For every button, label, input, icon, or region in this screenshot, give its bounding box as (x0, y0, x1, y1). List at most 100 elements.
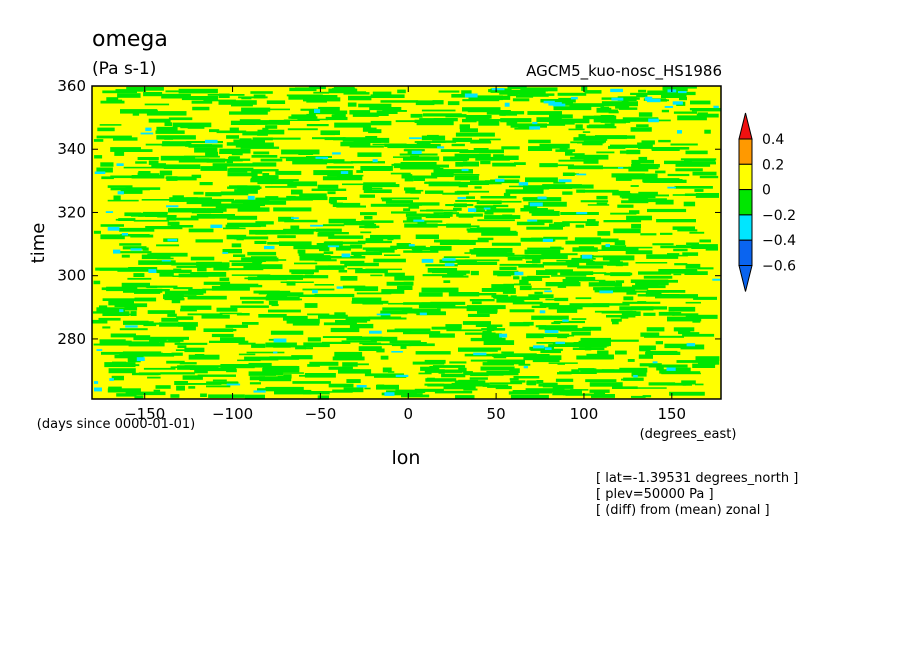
field-cell-negative (510, 295, 517, 300)
field-cell-negative (187, 124, 205, 129)
field-cell-negative (680, 158, 717, 161)
field-cell-negative (613, 228, 641, 234)
field-cell-negative (358, 346, 382, 351)
field-cell-strong-negative (468, 208, 477, 212)
field-cell-negative (303, 97, 341, 102)
field-cell-negative (541, 334, 575, 337)
field-cell-negative (132, 112, 140, 116)
y-tick-label: 320 (57, 203, 86, 221)
field-cell-negative (241, 301, 264, 304)
field-cell-negative (704, 129, 711, 134)
field-cell-negative (219, 148, 251, 154)
field-cell-negative (244, 356, 279, 361)
field-cell-negative (593, 240, 625, 243)
field-cell-negative (186, 141, 223, 144)
field-cell-negative (160, 155, 196, 161)
field-cell-negative (314, 259, 337, 262)
field-cell-negative (458, 367, 467, 373)
field-cell-negative (558, 97, 573, 103)
field-cell-negative (443, 385, 471, 390)
field-cell-negative (205, 192, 222, 197)
y-axis-label: time (28, 223, 49, 264)
field-cell-negative (332, 114, 344, 118)
field-cell-negative (631, 164, 660, 168)
field-cell-strong-negative (461, 168, 469, 172)
field-cell-negative (200, 166, 228, 171)
field-cell-negative (277, 235, 296, 239)
field-cell-strong-negative (421, 258, 434, 263)
field-cell-negative (231, 274, 271, 276)
field-cell-negative (632, 285, 666, 289)
field-cell-negative (646, 290, 686, 293)
field-cell-negative (555, 378, 574, 382)
field-cell-negative (117, 269, 150, 272)
field-cell-negative (601, 101, 638, 107)
field-cell-negative (125, 391, 166, 396)
field-cell-negative (596, 107, 612, 111)
field-cell-negative (373, 258, 406, 263)
field-cell-negative (516, 221, 545, 226)
field-cell-strong-negative (96, 349, 103, 351)
field-cell-negative (117, 93, 141, 98)
field-cell-negative (410, 190, 421, 194)
field-cell-negative (203, 198, 234, 202)
field-cell-negative (128, 342, 165, 347)
field-cell-negative (211, 285, 250, 291)
field-cell-negative (240, 296, 269, 300)
field-cell-strong-negative (222, 252, 229, 254)
field-cell-negative (160, 372, 195, 375)
field-cell-negative (322, 224, 345, 227)
field-cell-negative (179, 362, 197, 365)
field-cell-strong-negative (264, 245, 275, 250)
field-cell-negative (396, 243, 411, 248)
field-cell-negative (458, 379, 479, 382)
field-cell-negative (427, 383, 457, 387)
field-cell-negative (448, 273, 464, 277)
field-cell-negative (271, 304, 279, 307)
colorbar-label: 0.2 (762, 157, 784, 173)
field-cell-negative (145, 285, 178, 288)
field-cell-strong-negative (677, 130, 682, 134)
field-cell-negative (400, 162, 437, 166)
field-cell-negative (469, 377, 488, 380)
field-cell-negative (148, 160, 159, 165)
field-cell-negative (178, 322, 198, 327)
field-cell-negative (451, 94, 474, 98)
field-cell-strong-negative (542, 238, 553, 242)
field-cell-negative (507, 86, 527, 90)
field-cell-negative (171, 177, 197, 181)
field-cell-negative (689, 108, 721, 111)
field-cell-negative (442, 275, 469, 278)
field-cell-negative (459, 124, 470, 130)
x-tick-label: −100 (212, 405, 253, 423)
field-cell-negative (134, 395, 144, 399)
field-cell-negative (461, 90, 472, 94)
field-cell-negative (173, 287, 193, 290)
field-cell-negative (380, 310, 408, 315)
field-cell-negative (535, 325, 547, 328)
field-cell-strong-negative (109, 378, 114, 381)
field-cell-negative (685, 314, 718, 319)
field-cell-negative (596, 195, 608, 200)
field-cell-negative (455, 162, 464, 167)
field-cell-negative (626, 290, 637, 295)
field-cell-strong-negative (327, 245, 340, 248)
field-cell-negative (610, 272, 631, 277)
field-cell-negative (572, 347, 605, 350)
field-cell-negative (491, 284, 514, 289)
field-cell-negative (536, 117, 562, 123)
field-cell-negative (688, 161, 716, 165)
field-cell-negative (191, 100, 213, 104)
field-cell-negative (303, 391, 330, 395)
field-cell-negative (480, 347, 501, 351)
field-cell-negative (182, 375, 203, 380)
field-cell-strong-negative (678, 91, 687, 94)
field-cell-negative (428, 181, 461, 187)
field-cell-strong-negative (483, 207, 491, 210)
field-cell-negative (625, 250, 653, 255)
field-cell-negative (120, 364, 140, 367)
field-cell-negative (161, 144, 199, 147)
field-cell-negative (168, 339, 184, 342)
field-cell-negative (107, 199, 139, 202)
field-cell-negative (480, 366, 515, 371)
